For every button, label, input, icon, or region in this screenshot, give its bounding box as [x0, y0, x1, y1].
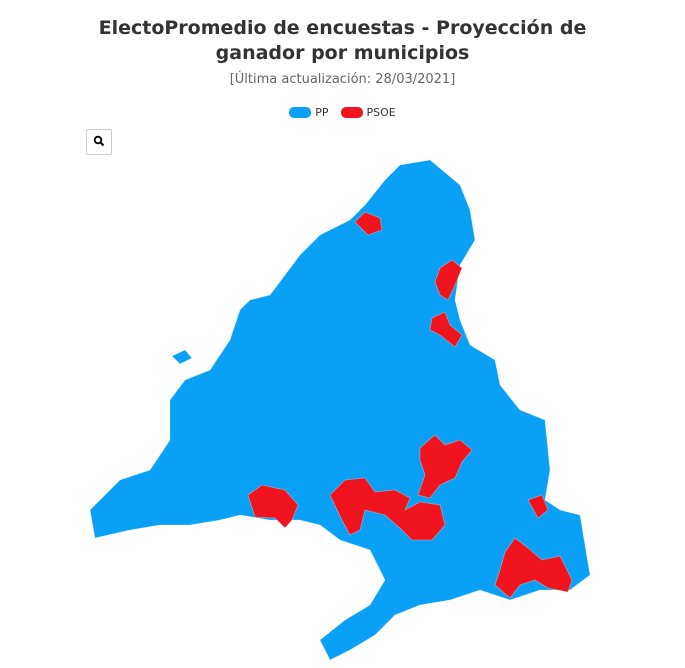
legend-swatch [289, 107, 312, 118]
region-psoe[interactable] [417, 434, 473, 499]
region-psoe[interactable] [434, 259, 463, 301]
legend-label: PSOE [366, 106, 396, 119]
region-psoe[interactable] [429, 311, 463, 348]
legend-item[interactable]: PSOE [340, 106, 396, 119]
legend: PP PSOE [0, 106, 685, 119]
region-psoe[interactable] [329, 477, 446, 541]
region-pp[interactable] [171, 349, 193, 365]
legend-item[interactable]: PP [289, 106, 329, 119]
region-psoe[interactable] [527, 494, 549, 519]
region-psoe[interactable] [494, 537, 573, 599]
region-psoe[interactable] [247, 484, 299, 529]
search-icon [93, 135, 105, 146]
map-title: ElectoPromedio de encuestas - Proyección… [98, 17, 587, 64]
legend-label: PP [315, 106, 329, 119]
region-pp[interactable] [89, 159, 591, 661]
municipalities [89, 159, 591, 661]
region-psoe[interactable] [354, 211, 383, 236]
zoom-button[interactable] [86, 129, 112, 155]
map-subtitle: [Última actualización: 28/03/2021] [229, 72, 456, 87]
legend-swatch [340, 107, 363, 118]
